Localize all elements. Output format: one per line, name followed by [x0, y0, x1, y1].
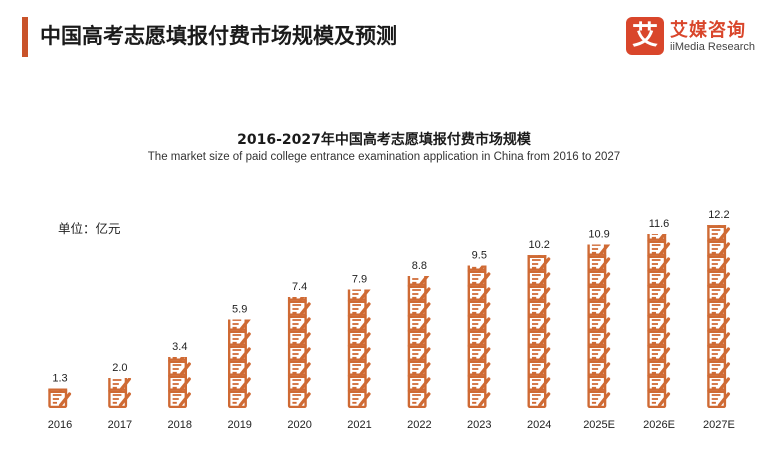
x-tick-label-2024: 2024: [527, 419, 551, 431]
bar-2022: [407, 276, 431, 408]
value-label-2020: 7.4: [292, 281, 307, 293]
bar-2024: [527, 255, 551, 408]
value-label-2024: 10.2: [528, 239, 549, 251]
x-tick-label-2017: 2017: [108, 419, 132, 431]
x-tick-label-2026E: 2026E: [643, 419, 675, 431]
value-label-2021: 7.9: [352, 274, 367, 286]
bar-2021: [347, 289, 371, 408]
bar-2027E: [706, 225, 731, 408]
unit-label: 单位：亿元: [58, 221, 121, 236]
brand-logo-en-text: iiMedia Research: [670, 41, 755, 53]
brand-logo-cn-text: 艾媒咨询: [670, 20, 746, 41]
chart-subtitle: The market size of paid college entrance…: [147, 151, 621, 163]
page-title: 中国高考志愿填报付费市场规模及预测: [40, 24, 397, 48]
brand-logo-mark: 艾: [626, 17, 664, 55]
x-tick-label-2019: 2019: [227, 419, 251, 431]
x-tick-label-2027E: 2027E: [703, 419, 735, 431]
brand-logo: 艾 艾媒咨询 iiMedia Research: [626, 14, 762, 60]
x-tick-label-2022: 2022: [407, 419, 431, 431]
value-label-2026E: 11.6: [649, 218, 670, 230]
bar-2025E: [587, 244, 611, 408]
x-tick-label-2016: 2016: [48, 419, 72, 431]
x-tick-label-2025E: 2025E: [583, 419, 615, 431]
bar-2019: [227, 319, 251, 408]
value-label-2023: 9.5: [472, 250, 487, 262]
x-tick-label-2020: 2020: [287, 419, 311, 431]
x-tick-label-2021: 2021: [347, 419, 371, 431]
x-tick-label-2018: 2018: [168, 419, 192, 431]
bar-2017: [107, 378, 131, 408]
value-label-2019: 5.9: [232, 304, 247, 316]
value-label-2025E: 10.9: [588, 229, 609, 241]
value-label-2017: 2.0: [112, 362, 127, 374]
chart-title: 2016-2027年中国高考志愿填报付费市场规模: [237, 132, 531, 148]
x-tick-label-2023: 2023: [467, 419, 491, 431]
value-label-2022: 8.8: [412, 260, 427, 272]
value-label-2016: 1.3: [52, 373, 67, 385]
bar-2026E: [647, 234, 671, 408]
bar-2023: [467, 265, 491, 408]
value-label-2018: 3.4: [172, 341, 187, 353]
value-label-2027E: 12.2: [708, 209, 729, 221]
title-accent-bar: [22, 17, 28, 57]
